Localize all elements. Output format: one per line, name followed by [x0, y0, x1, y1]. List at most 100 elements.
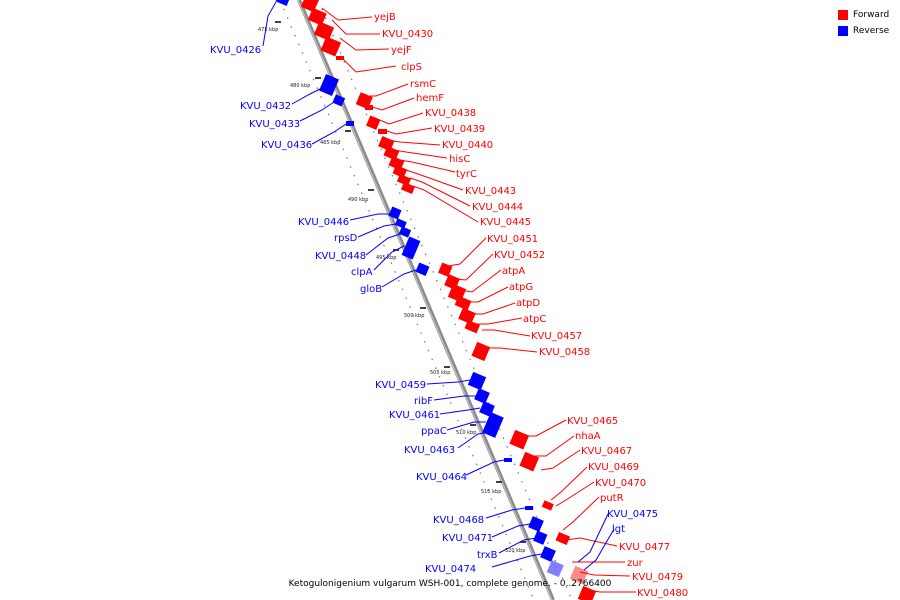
forward-gene[interactable] — [509, 429, 530, 450]
gene-label[interactable]: KVU_0443 — [465, 186, 516, 197]
reverse-gene[interactable] — [540, 546, 556, 562]
forward-gene[interactable] — [541, 500, 554, 511]
forward-gene[interactable] — [438, 262, 453, 277]
reverse-gene[interactable] — [275, 0, 291, 6]
gene-label[interactable]: KVU_0461 — [389, 410, 440, 421]
legend-item-forward[interactable]: Forward — [838, 8, 889, 22]
reverse-gene[interactable] — [504, 458, 512, 462]
gene-label[interactable]: hemF — [416, 93, 444, 104]
gene-label[interactable]: clpS — [401, 62, 422, 73]
forward-gene[interactable] — [555, 531, 571, 545]
gene-label[interactable]: rsmC — [410, 79, 436, 90]
gene-label[interactable]: KVU_0464 — [416, 472, 467, 483]
gene-label[interactable]: atpC — [523, 314, 546, 325]
gene-label[interactable]: KVU_0433 — [249, 119, 300, 130]
forward-gene[interactable] — [378, 129, 387, 134]
gene-label[interactable]: lgt — [612, 524, 625, 535]
tick-label: 475 kbp — [258, 27, 278, 33]
reverse-gene[interactable] — [546, 560, 564, 578]
gene-label[interactable]: putR — [600, 493, 624, 504]
gene-label[interactable]: KVU_0458 — [539, 347, 590, 358]
gene-label[interactable]: atpA — [502, 266, 525, 277]
reverse-gene[interactable] — [415, 262, 430, 276]
gene-label[interactable]: yejF — [391, 45, 412, 56]
gene-label[interactable]: trxB — [477, 550, 498, 561]
gene-label[interactable]: KVU_0479 — [632, 572, 683, 583]
gene-label[interactable]: nhaA — [575, 431, 601, 442]
gene-label[interactable]: KVU_0436 — [261, 140, 312, 151]
forward-gene[interactable] — [519, 451, 540, 472]
gene-label[interactable]: KVU_0467 — [581, 446, 632, 457]
reverse-gene[interactable] — [401, 236, 421, 260]
reverse-gene[interactable] — [398, 226, 412, 238]
gene-label[interactable]: atpD — [516, 298, 540, 309]
forward-gene[interactable] — [471, 341, 491, 362]
gene-label[interactable]: KVU_0452 — [494, 250, 545, 261]
genome-caption: Ketogulonigenium vulgarum WSH-001, compl… — [288, 579, 612, 589]
reverse-gene[interactable] — [525, 506, 533, 510]
gene-label[interactable]: KVU_0451 — [487, 234, 538, 245]
gene-label[interactable]: clpA — [351, 267, 373, 278]
reverse-gene[interactable] — [332, 94, 346, 107]
forward-gene[interactable] — [569, 565, 589, 585]
gene-label[interactable]: KVU_0426 — [210, 45, 261, 56]
forward-gene[interactable] — [464, 319, 481, 334]
forward-gene[interactable] — [320, 36, 342, 57]
forward-leader-lines — [321, 7, 636, 593]
reverse-gene[interactable] — [394, 218, 407, 229]
forward-gene[interactable] — [400, 181, 416, 195]
gene-label[interactable]: KVU_0459 — [375, 380, 426, 391]
gene-label[interactable]: KVU_0475 — [607, 509, 658, 520]
gene-label[interactable]: KVU_0477 — [619, 542, 670, 553]
forward-gene[interactable] — [366, 115, 381, 130]
forward-gene[interactable] — [396, 173, 412, 187]
forward-gene[interactable] — [392, 164, 408, 178]
tick-label: 490 kbp — [348, 197, 368, 203]
gene-label[interactable]: yejB — [374, 12, 396, 23]
gene-label[interactable]: KVU_0463 — [404, 445, 455, 456]
forward-gene[interactable] — [336, 56, 344, 60]
gene-label[interactable]: rpsD — [334, 233, 358, 244]
forward-gene[interactable] — [454, 295, 472, 311]
gene-label[interactable]: KVU_0439 — [434, 124, 485, 135]
gene-label[interactable]: KVU_0438 — [425, 108, 476, 119]
gene-label[interactable]: KVU_0444 — [472, 202, 523, 213]
gene-label[interactable]: KVU_0448 — [315, 251, 366, 262]
gene-label[interactable]: KVU_0430 — [382, 29, 433, 40]
forward-gene[interactable] — [383, 146, 400, 161]
gene-label[interactable]: hisC — [449, 154, 470, 165]
gene-label[interactable]: gloB — [360, 284, 382, 295]
gene-label[interactable]: KVU_0480 — [637, 588, 688, 599]
reverse-gene[interactable] — [346, 121, 354, 126]
reverse-gene[interactable] — [482, 412, 504, 438]
reverse-gene[interactable] — [474, 388, 490, 404]
forward-gene[interactable] — [365, 105, 373, 110]
forward-gene[interactable] — [300, 0, 320, 13]
gene-label[interactable]: ppaC — [421, 426, 447, 437]
gene-label[interactable]: zur — [627, 558, 644, 569]
gene-label[interactable]: KVU_0474 — [425, 564, 476, 575]
gene-label[interactable]: KVU_0432 — [240, 101, 291, 112]
gene-label[interactable]: ribF — [414, 396, 433, 407]
forward-gene[interactable] — [313, 21, 335, 41]
gene-label[interactable]: tyrC — [456, 169, 477, 180]
gene-label[interactable]: KVU_0457 — [531, 331, 582, 342]
forward-gene[interactable] — [458, 307, 476, 325]
legend-item-reverse[interactable]: Reverse — [838, 24, 889, 38]
reverse-gene[interactable] — [533, 530, 548, 545]
gene-label[interactable]: KVU_0471 — [442, 533, 493, 544]
gene-label[interactable]: KVU_0446 — [298, 217, 349, 228]
reverse-gene[interactable] — [467, 371, 487, 391]
gene-label[interactable]: KVU_0470 — [595, 478, 646, 489]
gene-label[interactable]: KVU_0468 — [433, 515, 484, 526]
forward-swatch — [838, 10, 848, 20]
reverse-gene[interactable] — [528, 516, 544, 532]
reverse-gene[interactable] — [319, 73, 339, 97]
gene-label[interactable]: atpG — [509, 282, 533, 293]
gene-label[interactable]: KVU_0465 — [567, 416, 618, 427]
gene-label[interactable]: KVU_0440 — [442, 140, 493, 151]
gene-label[interactable]: KVU_0445 — [480, 217, 531, 228]
reverse-gene[interactable] — [388, 206, 402, 220]
gene-label[interactable]: KVU_0469 — [588, 462, 639, 473]
forward-gene[interactable] — [307, 7, 327, 26]
